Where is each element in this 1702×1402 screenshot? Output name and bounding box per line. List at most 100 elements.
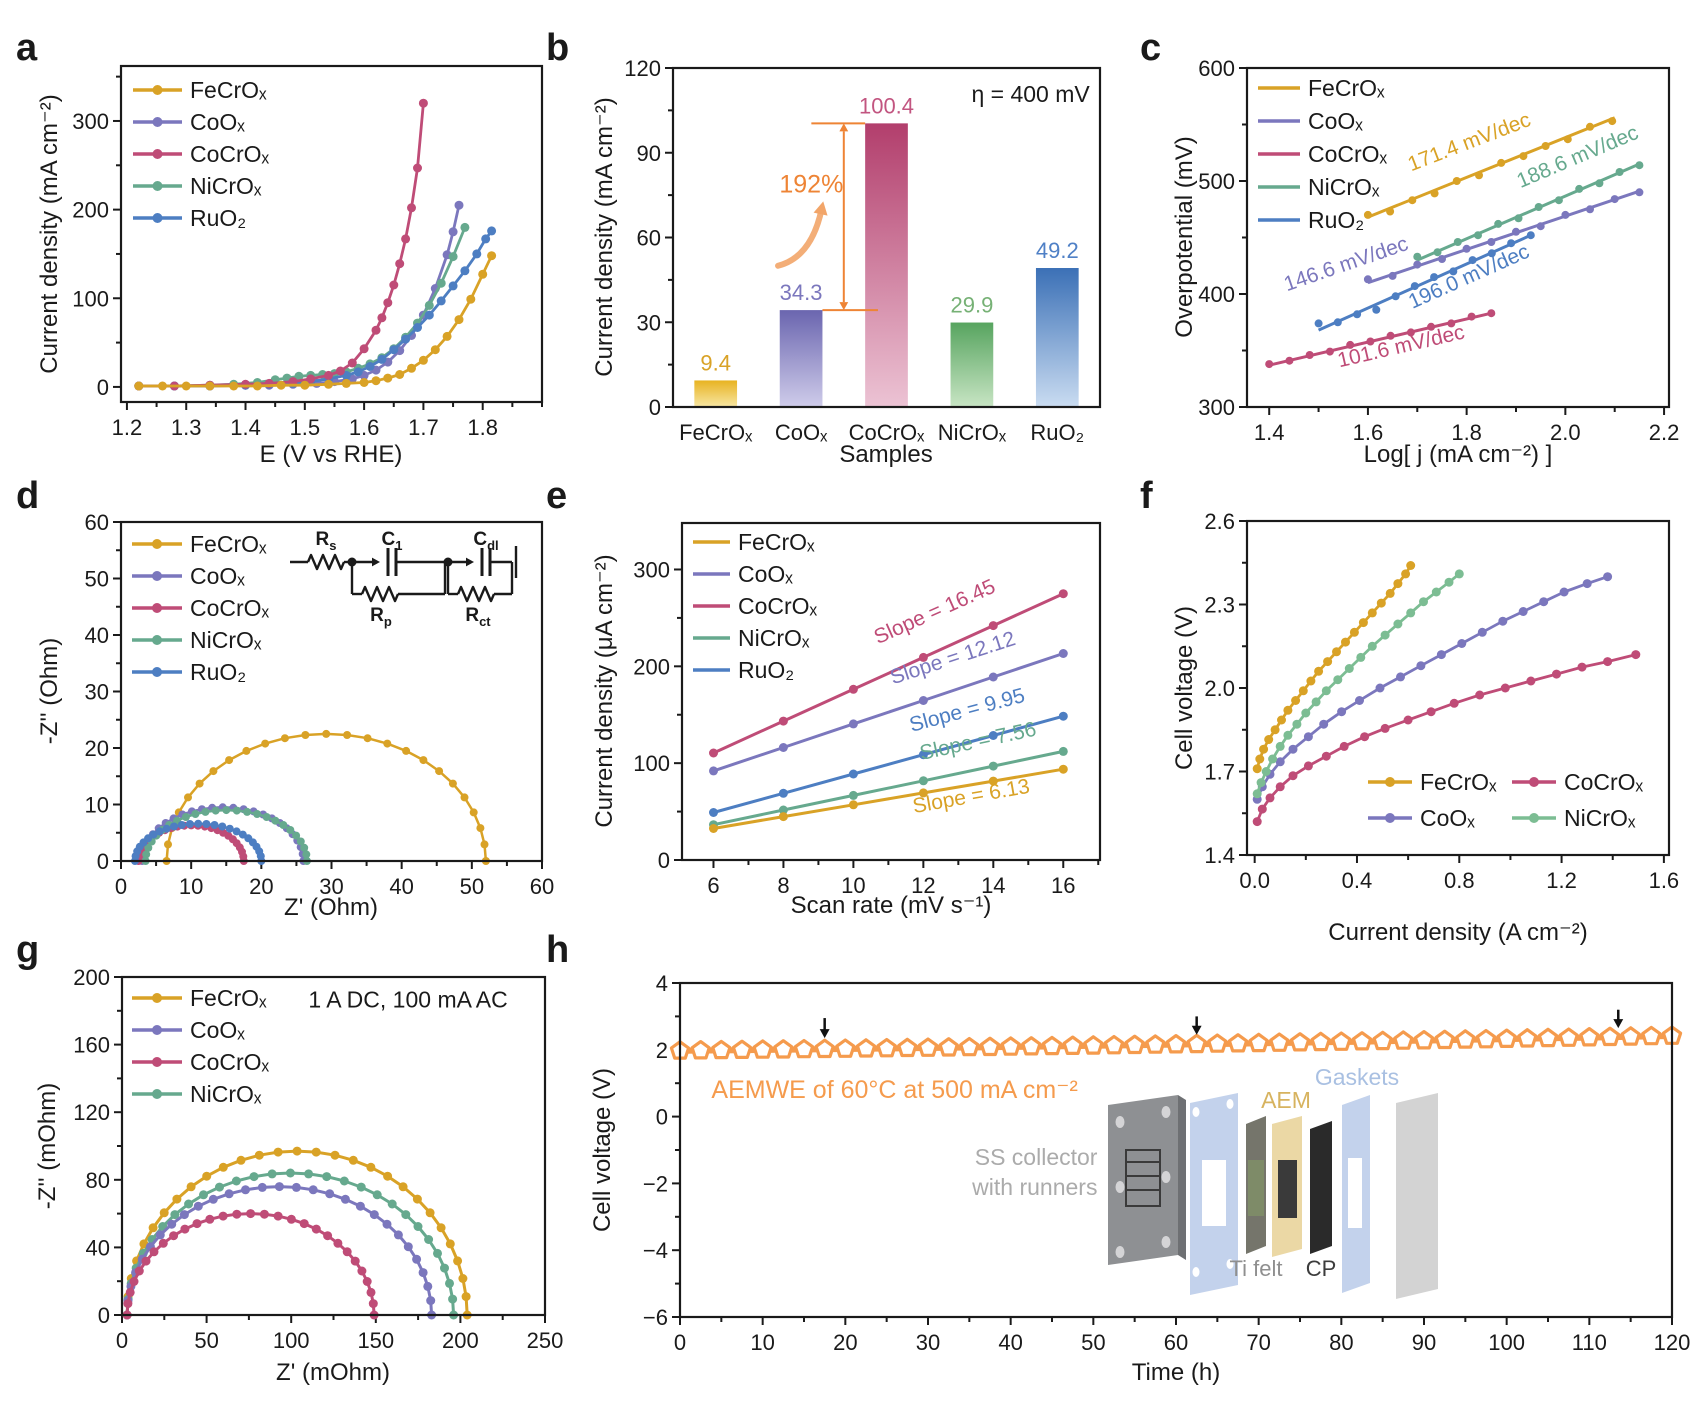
data-point (1321, 686, 1331, 696)
data-point (229, 381, 239, 391)
data-point (311, 1147, 321, 1157)
data-point (324, 379, 333, 389)
data-point (170, 822, 178, 831)
data-point (148, 1223, 158, 1233)
data-point (1438, 255, 1446, 263)
plot-border-c (1245, 66, 1671, 409)
bar-0 (694, 380, 738, 407)
data-point (324, 370, 333, 380)
data-point (144, 843, 153, 852)
data-point (778, 716, 788, 726)
data-point (1366, 337, 1375, 346)
data-point (304, 1169, 314, 1179)
data-point (149, 830, 158, 839)
data-point (1376, 598, 1386, 608)
panel-letter-c: c (1140, 27, 1161, 69)
data-point (448, 1294, 458, 1304)
svg-text:30: 30 (637, 310, 661, 335)
legend-marker (152, 539, 162, 549)
svg-text:1.7: 1.7 (1204, 760, 1235, 785)
data-point (383, 373, 393, 383)
svg-text:10: 10 (841, 873, 865, 898)
data-point (436, 1223, 446, 1233)
data-point (709, 808, 718, 817)
data-point (271, 816, 280, 825)
svg-text:16: 16 (1051, 873, 1075, 898)
data-point (413, 323, 422, 332)
data-point (778, 743, 788, 752)
data-point (210, 821, 219, 829)
data-point (301, 731, 310, 739)
data-point (412, 1254, 422, 1264)
data-point (1256, 778, 1266, 788)
data-point (398, 1182, 408, 1192)
data-point (979, 1036, 1001, 1057)
data-point (1305, 351, 1314, 359)
data-point (218, 1211, 228, 1221)
data-point (1436, 650, 1446, 660)
xlabel-f: Current density (A cm⁻²) (1328, 919, 1587, 946)
ss-collector-plate (1108, 1095, 1178, 1265)
carbon-paper (1310, 1121, 1332, 1254)
data-point (1353, 310, 1362, 319)
data-point (1599, 1026, 1621, 1047)
bar-category-1: CoOₓ (775, 420, 828, 445)
data-point (1507, 239, 1516, 248)
data-point (1145, 1034, 1166, 1054)
data-point (323, 1231, 333, 1241)
data-point (424, 300, 434, 310)
svg-text:14: 14 (981, 873, 1005, 898)
data-point (300, 380, 310, 390)
gasket-hole (1192, 1107, 1200, 1117)
legend-marker (152, 149, 163, 159)
data-point (180, 1224, 190, 1234)
legend-marker (152, 571, 162, 581)
legend-marker (152, 1025, 162, 1035)
legend-d: FeCrOₓ CoOₓ CoCrOₓ NiCrOₓ RuO₂ (132, 531, 270, 685)
xlabel-d: Z' (Ohm) (284, 894, 378, 921)
data-point (257, 1182, 267, 1192)
data-point (1351, 1031, 1373, 1051)
series-CoOx (1252, 572, 1613, 804)
data-point (1103, 1034, 1125, 1055)
stack-label: Gaskets (1315, 1064, 1399, 1090)
data-point (167, 1219, 177, 1229)
data-point (1058, 764, 1068, 774)
bar-value-3: 29.9 (950, 293, 993, 318)
data-point (1620, 1026, 1641, 1046)
panel-letter-a: a (16, 27, 38, 69)
data-point (300, 843, 309, 852)
stack-label: Ti felt (1230, 1256, 1283, 1281)
data-point (377, 354, 387, 364)
data-point (202, 1171, 212, 1181)
data-point (1577, 662, 1587, 672)
axes-f: 0.0 0.4 0.8 1.2 1.6 1.4 1.7 2.0 2.3 2.6 (1204, 509, 1679, 893)
legend-label: CoCrOₓ (190, 595, 270, 621)
xlabel-a: E (V vs RHE) (260, 441, 403, 468)
data-point (322, 729, 331, 738)
data-point (395, 370, 405, 379)
data-point (186, 1182, 196, 1192)
plot-border-a (119, 64, 544, 404)
svg-text:0: 0 (98, 1303, 110, 1328)
data-point (286, 826, 295, 834)
svg-text:1.7: 1.7 (408, 415, 439, 440)
data-point (339, 1176, 349, 1186)
data-point (1367, 608, 1377, 618)
data-point (897, 1037, 918, 1058)
legend-label: NiCrOₓ (1564, 805, 1636, 831)
data-point (1430, 189, 1439, 198)
data-point (1207, 1033, 1228, 1053)
data-point (292, 831, 301, 840)
data-point (1380, 630, 1390, 640)
legend-label: CoCrOₓ (190, 141, 270, 167)
data-point (347, 358, 357, 368)
data-point (454, 315, 464, 325)
ti-felt-active-area (1248, 1160, 1264, 1216)
data-point (306, 374, 316, 384)
svg-text:50: 50 (85, 567, 109, 592)
series-FeCrOx (709, 764, 1068, 833)
series-NiCrOx (1252, 569, 1464, 799)
data-point (1539, 597, 1549, 607)
